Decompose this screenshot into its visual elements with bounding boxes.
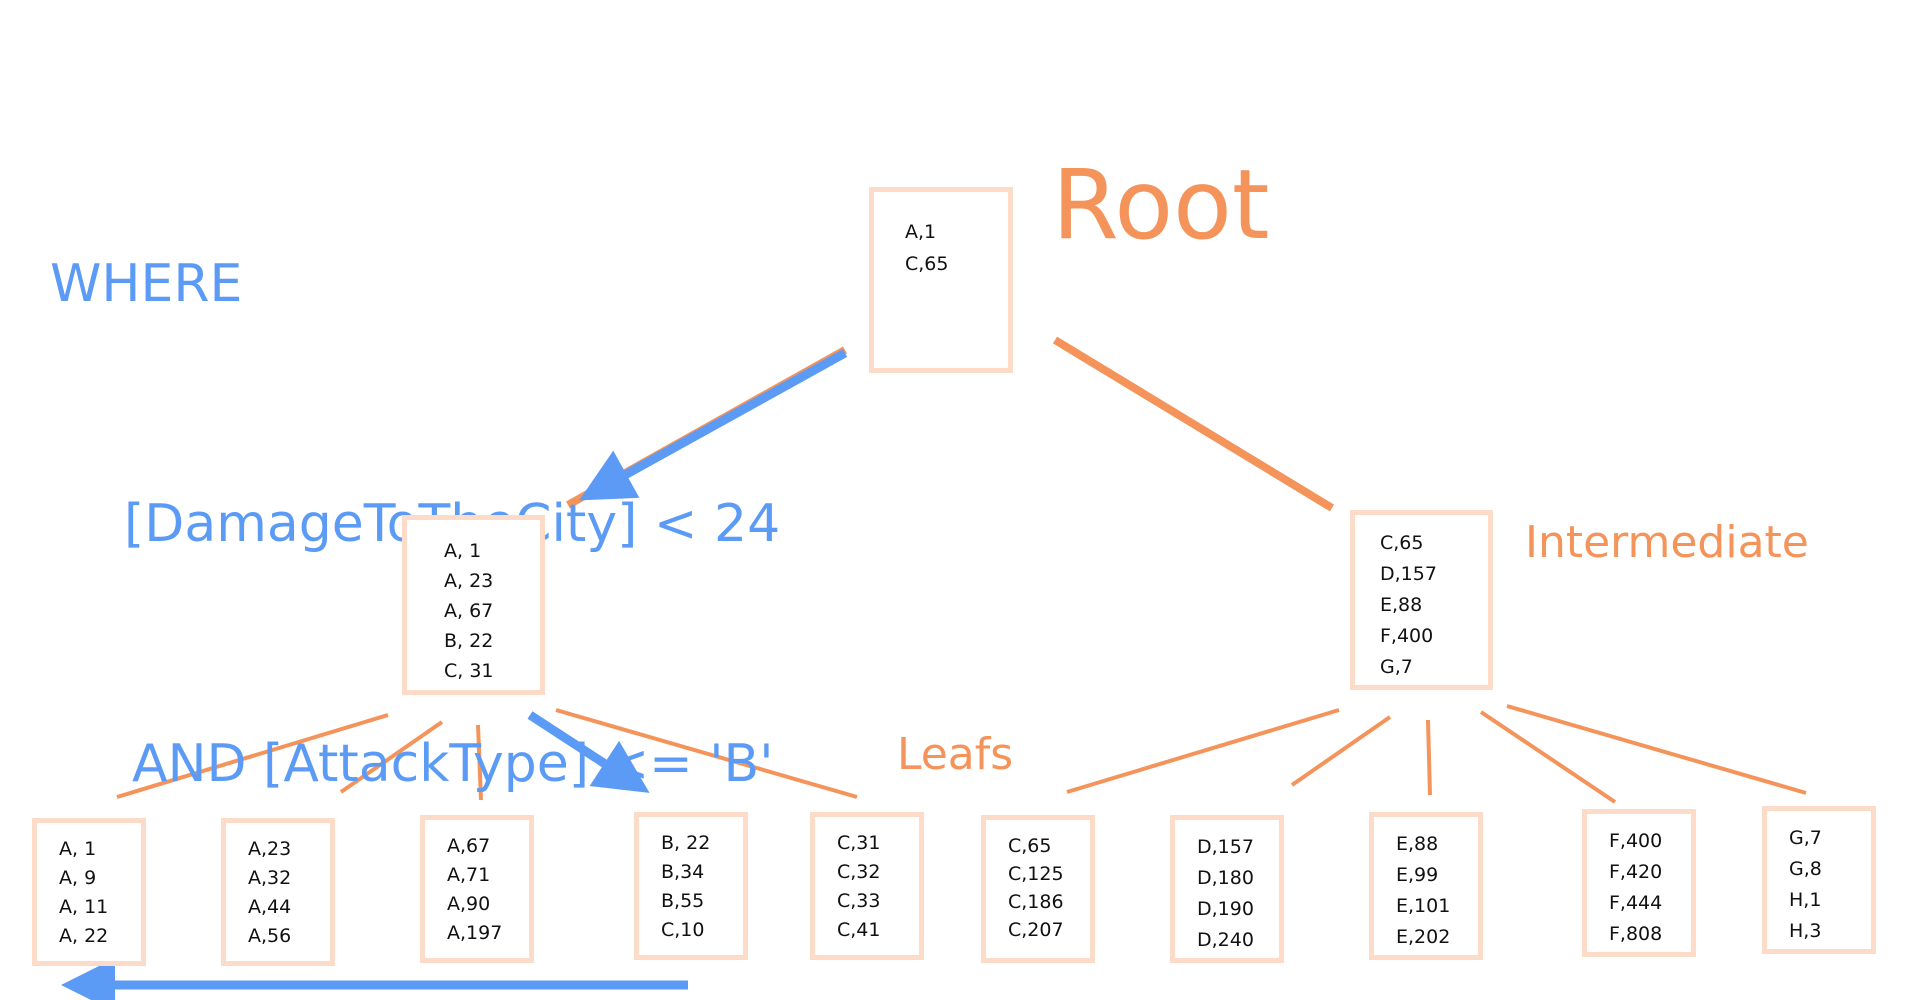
node-entry: H,3 bbox=[1789, 920, 1822, 942]
leaf-node-3: A,67 A,71 A,90 A,197 bbox=[420, 815, 534, 963]
node-entry: C,186 bbox=[1008, 891, 1064, 913]
node-entry: C,10 bbox=[661, 919, 705, 941]
edge-int-right-to-leaf-10 bbox=[1506, 704, 1807, 795]
leaf-node-5: C,31 C,32 C,33 C,41 bbox=[810, 812, 924, 960]
edge-int-right-to-leaf-7 bbox=[1290, 715, 1392, 787]
node-entry: F,420 bbox=[1609, 861, 1663, 883]
seek-arrow-root-to-intermediate bbox=[579, 349, 848, 501]
node-entry: E,202 bbox=[1396, 926, 1451, 948]
node-entry: B, 22 bbox=[444, 630, 494, 652]
edge-int-left-to-leaf-3 bbox=[476, 724, 483, 801]
node-entry: F,400 bbox=[1609, 830, 1663, 852]
leaf-node-4: B, 22 B,34 B,55 C,10 bbox=[634, 812, 748, 960]
leaf-node-2: A,23 A,32 A,44 A,56 bbox=[221, 818, 335, 966]
node-entry: D,180 bbox=[1197, 867, 1254, 889]
node-entry: D,157 bbox=[1197, 836, 1254, 858]
node-entry: C,207 bbox=[1008, 919, 1064, 941]
edge-int-right-to-leaf-9 bbox=[1479, 710, 1617, 804]
node-entry: A,44 bbox=[248, 896, 292, 918]
label-root: Root bbox=[1052, 149, 1270, 261]
leaf-node-8: E,88 E,99 E,101 E,202 bbox=[1369, 812, 1483, 960]
node-entry: E,88 bbox=[1380, 594, 1423, 616]
node-entry: D,157 bbox=[1380, 563, 1437, 585]
node-entry: A, 67 bbox=[444, 600, 494, 622]
node-entry: H,1 bbox=[1789, 889, 1822, 911]
leaf-node-9: F,400 F,420 F,444 F,808 bbox=[1582, 809, 1696, 957]
edge-int-right-to-leaf-8 bbox=[1426, 719, 1432, 796]
node-entry: A,197 bbox=[447, 922, 503, 944]
query-predicate: WHERE [DamageToTheCity] < 24 AND [Attack… bbox=[50, 84, 780, 964]
edge-int-right-to-leaf-6 bbox=[1066, 708, 1340, 794]
node-entry: E,99 bbox=[1396, 864, 1439, 886]
node-entry: A,71 bbox=[447, 864, 491, 886]
node-entry: D,240 bbox=[1197, 929, 1254, 951]
node-entry: B,34 bbox=[661, 861, 705, 883]
node-entry: A, 1 bbox=[59, 838, 97, 860]
node-entry: E,88 bbox=[1396, 833, 1439, 855]
node-entry: C,33 bbox=[837, 890, 881, 912]
node-entry: A, 23 bbox=[444, 570, 494, 592]
node-entry: C,65 bbox=[905, 253, 949, 275]
node-entry: A,67 bbox=[447, 835, 491, 857]
node-entry: A, 11 bbox=[59, 896, 109, 918]
node-entry: F,400 bbox=[1380, 625, 1434, 647]
label-leafs: Leafs bbox=[897, 729, 1014, 780]
node-entry: C, 31 bbox=[444, 660, 494, 682]
seek-arrow-intermediate-to-leaf bbox=[527, 711, 650, 793]
node-entry: A,23 bbox=[248, 838, 292, 860]
leaf-node-10: G,7 G,8 H,1 H,3 bbox=[1762, 806, 1876, 954]
query-line-damage: [DamageToTheCity] < 24 bbox=[124, 494, 781, 554]
node-entry: C,32 bbox=[837, 861, 881, 883]
node-entry: C,125 bbox=[1008, 863, 1064, 885]
label-intermediate: Intermediate bbox=[1525, 517, 1809, 568]
node-entry: C,41 bbox=[837, 919, 881, 941]
node-entry: C,31 bbox=[837, 832, 881, 854]
node-entry: A, 9 bbox=[59, 867, 97, 889]
edge-int-left-to-leaf-2 bbox=[339, 720, 444, 794]
leaf-node-7: D,157 D,180 D,190 D,240 bbox=[1170, 815, 1284, 963]
intermediate-node-right: C,65 D,157 E,88 F,400 G,7 bbox=[1350, 510, 1493, 690]
root-node: A,1 C,65 bbox=[869, 187, 1013, 373]
node-entry: A,1 bbox=[905, 221, 937, 243]
node-entry: G,8 bbox=[1789, 858, 1822, 880]
edge-int-left-to-leaf-1 bbox=[116, 713, 389, 799]
node-entry: G,7 bbox=[1380, 656, 1413, 678]
intermediate-node-left: A, 1 A, 23 A, 67 B, 22 C, 31 bbox=[402, 515, 545, 695]
leaf-node-1: A, 1 A, 9 A, 11 A, 22 bbox=[32, 818, 146, 966]
query-line-where: WHERE bbox=[50, 254, 243, 314]
node-entry: B,55 bbox=[661, 890, 705, 912]
node-entry: A,32 bbox=[248, 867, 292, 889]
node-entry: F,808 bbox=[1609, 923, 1663, 945]
node-entry: B, 22 bbox=[661, 832, 711, 854]
leaf-node-6: C,65 C,125 C,186 C,207 bbox=[981, 815, 1095, 963]
node-entry: A, 1 bbox=[444, 540, 482, 562]
edge-root-to-intermediate-right bbox=[1052, 336, 1335, 512]
node-entry: A, 22 bbox=[59, 925, 109, 947]
node-entry: E,101 bbox=[1396, 895, 1451, 917]
node-entry: A,90 bbox=[447, 893, 491, 915]
query-line-attacktype: AND [AttackType] <= 'B' bbox=[132, 734, 774, 794]
node-entry: F,444 bbox=[1609, 892, 1663, 914]
node-entry: D,190 bbox=[1197, 898, 1254, 920]
edge-int-left-to-leaf-5 bbox=[555, 708, 858, 799]
node-entry: C,65 bbox=[1380, 532, 1424, 554]
node-entry: A,56 bbox=[248, 925, 292, 947]
node-entry: G,7 bbox=[1789, 827, 1822, 849]
node-entry: C,65 bbox=[1008, 835, 1052, 857]
